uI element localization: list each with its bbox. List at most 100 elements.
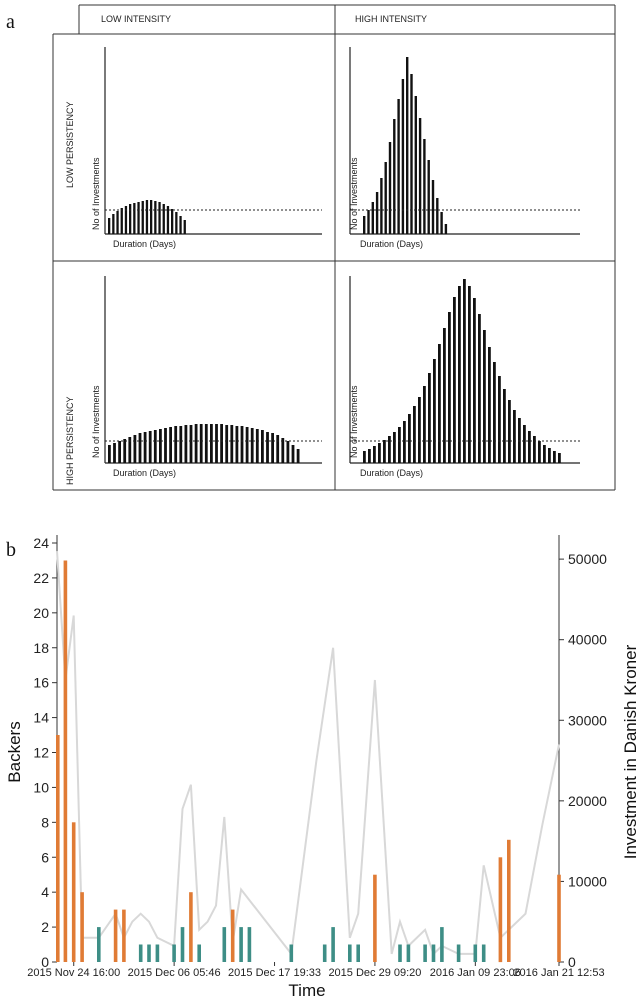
- teal-bar: [456, 944, 461, 962]
- bar: [189, 425, 193, 463]
- bar: [431, 180, 435, 234]
- x-axis-label: Duration (Days): [360, 239, 423, 249]
- bar: [397, 99, 400, 234]
- row-header-low-persistency: LOW PERSISTENCY: [65, 101, 75, 188]
- bar: [373, 446, 376, 463]
- bar: [493, 362, 496, 463]
- bar: [220, 424, 223, 463]
- bar: [128, 437, 132, 463]
- bar: [164, 428, 167, 463]
- bar: [245, 427, 249, 463]
- teal-bar: [322, 944, 327, 962]
- orange-bar: [498, 857, 503, 963]
- teal-bar: [473, 944, 478, 962]
- teal-bar: [147, 944, 151, 962]
- bar: [418, 397, 421, 463]
- bar: [158, 202, 161, 234]
- bar: [123, 439, 127, 463]
- x-tick-label: 2015 Dec 06 05:46: [128, 967, 221, 979]
- subplot-high-persistency-low-intensity: No of Investments Duration (Days): [91, 276, 322, 478]
- bar: [508, 400, 511, 463]
- bar: [175, 212, 178, 234]
- bar: [276, 435, 280, 463]
- orange-bar: [557, 874, 561, 962]
- y2-axis-title: Investment in Danish Kroner: [621, 644, 640, 859]
- y-tick-label: 2: [41, 919, 49, 935]
- y-tick-label: 0: [41, 954, 49, 970]
- orange-bar: [230, 909, 235, 962]
- bar: [518, 418, 521, 463]
- bar: [138, 433, 142, 463]
- panel-b-plot: 0246810121416182022240100002000030000400…: [27, 535, 607, 979]
- bar: [418, 118, 422, 234]
- bar: [129, 204, 132, 234]
- y-tick-label: 20: [33, 605, 49, 621]
- bar: [184, 425, 188, 463]
- y-tick-label: 8: [41, 814, 49, 830]
- teal-bar: [172, 944, 176, 962]
- x-axis-label: Duration (Days): [113, 468, 176, 478]
- bar: [153, 430, 157, 463]
- bar: [478, 314, 481, 463]
- bar: [408, 414, 411, 463]
- teal-bar: [138, 944, 143, 962]
- bar: [427, 160, 430, 234]
- y2-tick-label: 30000: [568, 712, 607, 728]
- bar: [271, 433, 274, 463]
- bar: [174, 426, 178, 463]
- bar: [286, 441, 290, 463]
- bar: [443, 328, 446, 463]
- x-axis-title: Time: [288, 981, 325, 1000]
- bar: [438, 344, 441, 463]
- y-tick-label: 12: [33, 745, 49, 761]
- bar: [240, 426, 244, 463]
- bar: [148, 431, 152, 463]
- bar: [401, 79, 405, 234]
- bar: [413, 406, 416, 463]
- bar: [393, 432, 396, 463]
- bar: [473, 298, 476, 463]
- x-tick-label: 2015 Dec 29 09:20: [328, 967, 421, 979]
- bar: [371, 202, 374, 234]
- bar: [250, 428, 254, 463]
- bar: [112, 214, 115, 234]
- bar: [291, 445, 295, 463]
- bar: [423, 386, 426, 463]
- bar: [215, 424, 218, 463]
- bar: [367, 210, 370, 234]
- bar: [468, 286, 471, 463]
- bar: [410, 74, 413, 234]
- bar: [194, 424, 198, 463]
- bar: [179, 216, 182, 234]
- bar: [498, 376, 501, 463]
- y-axis-label: No of Investments: [91, 157, 101, 230]
- bar: [124, 206, 128, 234]
- bar: [543, 445, 546, 463]
- y-axis-label: No of Investments: [349, 157, 359, 230]
- orange-bar: [189, 892, 193, 962]
- bar: [143, 432, 147, 463]
- orange-bar: [113, 909, 118, 962]
- bar: [183, 220, 186, 234]
- teal-bar: [423, 944, 427, 962]
- bar: [433, 359, 436, 463]
- bar: [199, 424, 203, 463]
- bar: [204, 424, 208, 463]
- bar: [154, 201, 157, 234]
- bar: [375, 192, 379, 234]
- y2-tick-label: 50000: [568, 551, 607, 567]
- bar: [261, 430, 264, 463]
- bar: [116, 211, 119, 234]
- bar: [133, 203, 136, 234]
- x-axis-label: Duration (Days): [113, 239, 176, 249]
- bar: [179, 426, 183, 463]
- bar: [458, 286, 461, 463]
- teal-bar: [348, 944, 352, 962]
- col-header-low-intensity: LOW INTENSITY: [101, 14, 171, 24]
- teal-bar: [481, 944, 486, 962]
- investment-line: [56, 551, 560, 957]
- bar: [414, 96, 417, 234]
- bar: [388, 436, 391, 463]
- bar: [255, 429, 259, 463]
- bar: [533, 436, 536, 463]
